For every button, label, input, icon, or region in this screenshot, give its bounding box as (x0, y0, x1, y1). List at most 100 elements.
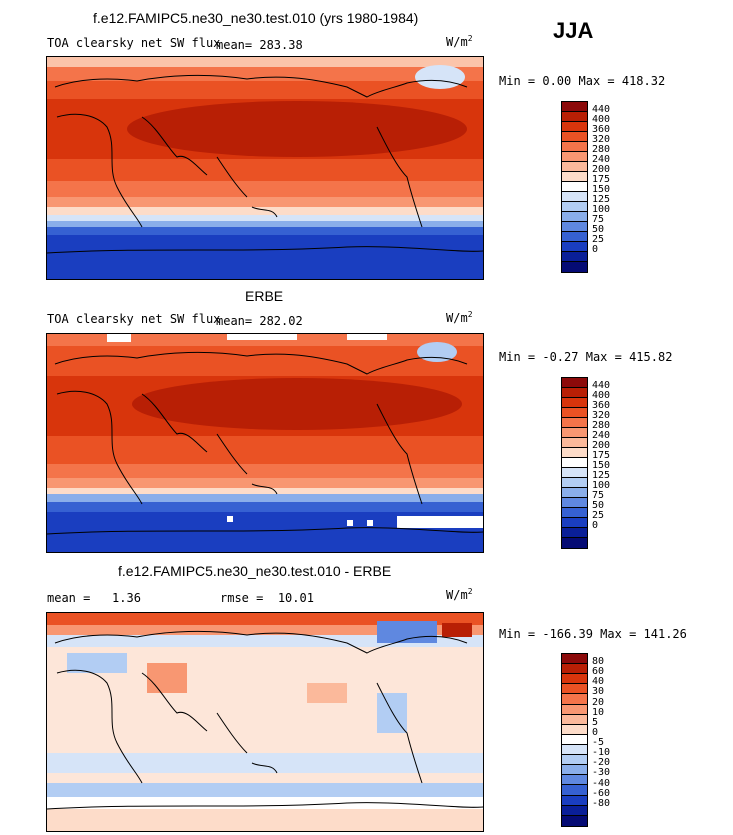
colorbar-label: 100 (592, 480, 611, 491)
panel3-mean-value: 1.36 (112, 591, 141, 605)
panel2-map-svg (47, 334, 483, 552)
colorbar-label: 200 (592, 164, 611, 175)
colorbar-label: 10 (592, 706, 605, 718)
colorbar-label: 440 (592, 380, 611, 391)
panel2-mean-value: 282.02 (259, 314, 303, 328)
colorbar-cell (562, 488, 587, 498)
panel2-colorbar (561, 377, 588, 549)
colorbar-cell (562, 508, 587, 518)
colorbar-label: 20 (592, 696, 605, 708)
colorbar-cell (562, 192, 587, 202)
colorbar-cell (562, 202, 587, 212)
colorbar-cell (562, 478, 587, 488)
colorbar-label: -20 (592, 757, 611, 769)
colorbar-label: 30 (592, 686, 605, 698)
colorbar-cell (562, 142, 587, 152)
colorbar-cell (562, 528, 587, 538)
colorbar-label: 100 (592, 204, 611, 215)
panel1-units: W/m2 (446, 34, 473, 49)
colorbar-cell (562, 805, 587, 816)
colorbar-label: 280 (592, 144, 611, 155)
panel1-map-svg (47, 57, 483, 279)
panel1-mean: mean= 283.38 (216, 38, 303, 52)
panel2-min-value: -0.27 (542, 350, 579, 364)
colorbar-label: -40 (592, 777, 611, 789)
colorbar-cell (562, 378, 587, 388)
colorbar-label: 200 (592, 440, 611, 451)
colorbar-label: 25 (592, 234, 605, 245)
panel3-map (46, 612, 484, 832)
colorbar-label: 150 (592, 184, 611, 195)
colorbar-cell (562, 538, 587, 548)
panel1-subtitle: TOA clearsky net SW flux (47, 36, 221, 50)
colorbar-label: 320 (592, 410, 611, 421)
colorbar-cell (562, 468, 587, 478)
colorbar-label: 175 (592, 174, 611, 185)
colorbar-cell (562, 744, 587, 756)
colorbar-cell (562, 704, 587, 715)
colorbar-cell (562, 765, 587, 776)
colorbar-cell (562, 152, 587, 162)
panel3-rmse-value: 10.01 (277, 591, 314, 605)
panel3-title: f.e12.FAMIPC5.ne30_ne30.test.010 - ERBE (118, 563, 392, 579)
colorbar-cell (562, 398, 587, 408)
colorbar-cell (562, 102, 587, 112)
panel1-map (46, 56, 484, 280)
panel3-max-value: 141.26 (643, 627, 687, 641)
colorbar-cell (562, 242, 587, 252)
colorbar-cell (562, 755, 587, 766)
colorbar-cell (562, 458, 587, 468)
colorbar-label: 0 (592, 726, 599, 738)
panel2-mean: mean= 282.02 (216, 314, 303, 328)
colorbar-cell (562, 162, 587, 172)
panel1-mean-value: 283.38 (259, 38, 303, 52)
colorbar-cell (562, 132, 587, 142)
colorbar-cell (562, 182, 587, 192)
colorbar-label: 320 (592, 134, 611, 145)
colorbar-cell (562, 252, 587, 262)
panel3-units: W/m2 (446, 587, 473, 602)
panel3-min-value: -166.39 (542, 627, 593, 641)
colorbar-label: -5 (592, 737, 605, 749)
colorbar-label: 440 (592, 104, 611, 115)
panel2-subtitle: TOA clearsky net SW flux (47, 312, 221, 326)
colorbar-cell (562, 112, 587, 122)
colorbar-cell (562, 232, 587, 242)
colorbar-label: 400 (592, 114, 611, 125)
colorbar-label: 0 (592, 244, 599, 255)
panel2-minmax: Min = -0.27 Max = 415.82 (499, 350, 673, 364)
colorbar-cell (562, 222, 587, 232)
colorbar-cell (562, 724, 587, 735)
panel1-mean-label: mean= (216, 38, 253, 52)
colorbar-cell (562, 408, 587, 418)
colorbar-cell (562, 684, 587, 695)
panel2-title: ERBE (245, 288, 284, 304)
colorbar-label: -60 (592, 787, 611, 799)
colorbar-cell (562, 795, 587, 806)
panel1-max-value: 418.32 (621, 74, 666, 88)
colorbar-label: 240 (592, 154, 611, 165)
colorbar-label: 360 (592, 400, 611, 411)
panel1-min-value: 0.00 (542, 74, 572, 88)
colorbar-label: 75 (592, 490, 605, 501)
colorbar-label: 280 (592, 420, 611, 431)
panel2-units: W/m2 (446, 310, 473, 325)
colorbar-cell (562, 262, 587, 272)
colorbar-cell (562, 734, 587, 745)
colorbar-cell (562, 815, 587, 826)
colorbar-cell (562, 654, 587, 665)
colorbar-label: 240 (592, 430, 611, 441)
colorbar-label: 60 (592, 666, 605, 678)
panel3-colorbar (561, 653, 588, 827)
colorbar-label: 125 (592, 194, 611, 205)
colorbar-label: 150 (592, 460, 611, 471)
panel1-colorbar (561, 101, 588, 273)
colorbar-label: 125 (592, 470, 611, 481)
colorbar-label: -80 (592, 797, 611, 809)
colorbar-label: 5 (592, 716, 599, 728)
colorbar-label: 50 (592, 500, 605, 511)
colorbar-cell (562, 694, 587, 705)
colorbar-label: 40 (592, 676, 605, 688)
colorbar-cell (562, 674, 587, 685)
colorbar-label: 80 (592, 656, 605, 668)
